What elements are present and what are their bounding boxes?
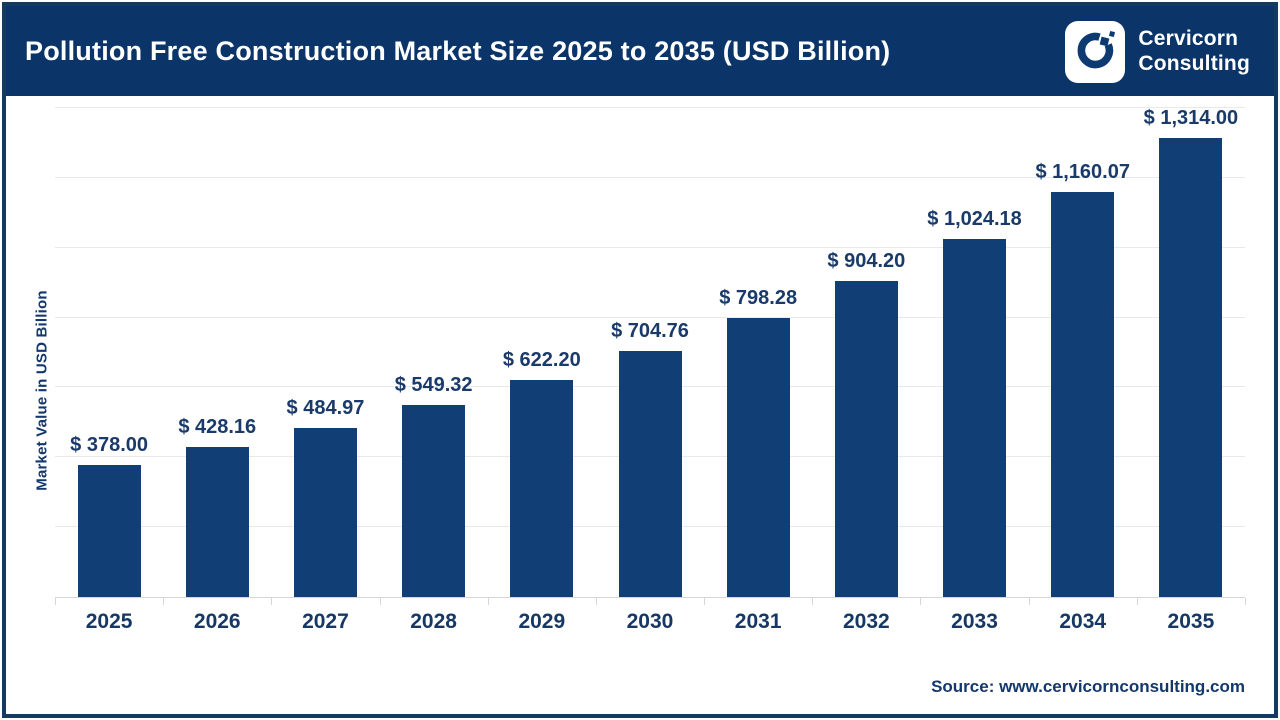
brand-logo: Cervicorn Consulting xyxy=(1065,21,1250,83)
bar-2029 xyxy=(510,379,574,597)
logo-line1: Cervicorn xyxy=(1138,27,1239,51)
bar-value-label-2035: $ 1,314.00 xyxy=(1143,107,1239,130)
x-tick-label-2028: 2028 xyxy=(410,610,457,633)
logo-box xyxy=(1065,21,1126,83)
bar-value-label-2029: $ 622.20 xyxy=(502,348,581,371)
x-axis-tick xyxy=(163,598,165,605)
x-tick-label-2032: 2032 xyxy=(842,610,890,633)
x-axis-line xyxy=(55,597,1245,598)
logo-wordmark: Cervicorn Consulting xyxy=(1138,27,1250,77)
bar-value-label-2026: $ 428.16 xyxy=(178,416,257,439)
logo-line2: Consulting xyxy=(1138,52,1250,75)
x-tick-label-2035: 2035 xyxy=(1167,610,1215,633)
x-axis-tick xyxy=(379,598,381,605)
bar-value-label-2028: $ 549.32 xyxy=(394,374,473,397)
gridline-1200 xyxy=(55,176,1245,178)
bar-value-label-2030: $ 704.76 xyxy=(611,319,689,342)
x-axis-tick xyxy=(595,598,597,605)
x-tick-label-2025: 2025 xyxy=(85,610,133,633)
x-tick-label-2034: 2034 xyxy=(1059,610,1107,633)
x-tick-label-2027: 2027 xyxy=(302,610,349,633)
x-tick-label-2030: 2030 xyxy=(626,610,674,633)
bar-2028 xyxy=(402,405,466,597)
gridline-1400 xyxy=(55,107,1245,108)
bar-2025 xyxy=(77,464,141,597)
bar-2035 xyxy=(1159,138,1223,597)
bar-value-label-2032: $ 904.20 xyxy=(827,250,906,273)
chart-area: Market Value in USD Billion $ 378.00 $ 42… xyxy=(6,96,1274,714)
gridline-800 xyxy=(55,316,1245,318)
bar-2027 xyxy=(293,427,357,597)
x-axis-labels: 2025 2026 2027 2028 2029 2030 2031 2032 2033 2034… xyxy=(55,610,1245,636)
bar-2033 xyxy=(943,239,1007,597)
x-axis-tick xyxy=(271,598,273,605)
header-bar: Pollution Free Construction Market Size … xyxy=(6,6,1274,96)
x-tick-label-2029: 2029 xyxy=(518,610,566,633)
x-axis-tick xyxy=(1028,598,1030,605)
y-axis-title: Market Value in USD Billion xyxy=(33,290,51,491)
x-axis-tick xyxy=(1245,598,1246,605)
x-axis-tick xyxy=(812,598,814,605)
bar-value-label-2027: $ 484.97 xyxy=(286,396,365,419)
bar-2034 xyxy=(1051,191,1115,597)
source-text: Source: www.cervicornconsulting.com xyxy=(931,677,1245,696)
x-axis-tick xyxy=(487,598,489,605)
bar-value-label-2031: $ 798.28 xyxy=(719,287,798,310)
x-tick-label-2033: 2033 xyxy=(951,610,998,633)
cervicorn-c-icon xyxy=(1072,27,1118,78)
bar-value-label-2025: $ 378.00 xyxy=(70,433,149,456)
bar-2030 xyxy=(618,350,682,597)
bar-value-label-2033: $ 1,024.18 xyxy=(927,208,1022,231)
bar-2031 xyxy=(726,318,790,597)
x-tick-label-2031: 2031 xyxy=(734,610,782,633)
bar-2026 xyxy=(185,447,249,597)
x-axis-tick xyxy=(920,598,922,605)
bar-value-label-2034: $ 1,160.07 xyxy=(1035,160,1130,183)
x-axis-tick xyxy=(55,598,56,605)
x-tick-label-2026: 2026 xyxy=(193,610,241,633)
gridline-1000 xyxy=(55,246,1245,248)
bar-2032 xyxy=(834,281,898,597)
x-axis-tick xyxy=(704,598,706,605)
x-axis-tick xyxy=(1136,598,1138,605)
page-title: Pollution Free Construction Market Size … xyxy=(25,35,891,66)
plot-area: $ 378.00 $ 428.16 $ 484.97 $ 549.32 $ 622.20… xyxy=(55,107,1246,605)
